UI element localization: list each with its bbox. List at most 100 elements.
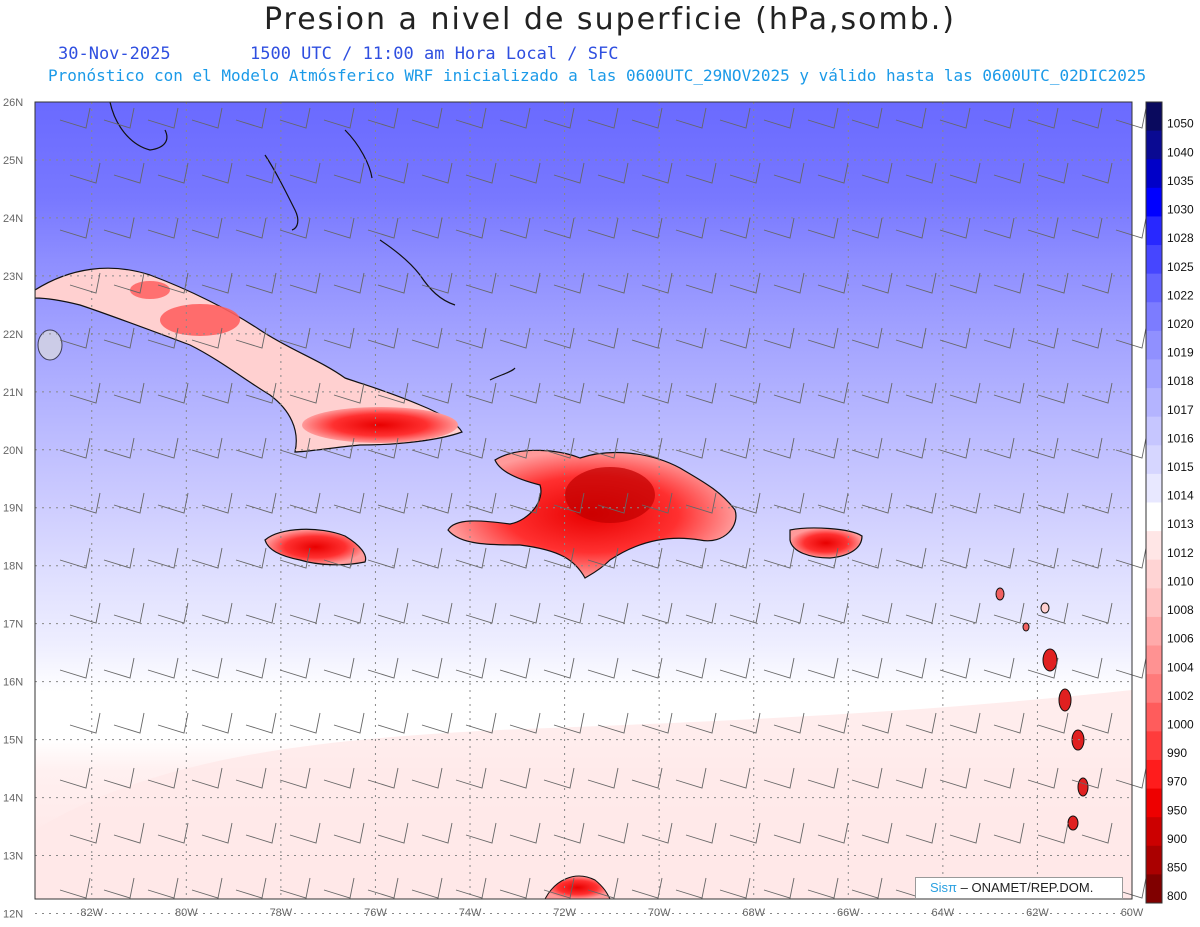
colorbar-label: 1008	[1167, 603, 1194, 617]
wind-barb	[333, 382, 365, 404]
wind-barb	[983, 327, 1015, 349]
wind-barb	[113, 712, 145, 734]
wind-barb	[851, 877, 883, 899]
wind-barb	[817, 382, 849, 404]
wind-barb	[455, 547, 487, 569]
wind-barb	[553, 712, 585, 734]
wind-barb	[157, 162, 189, 184]
colorbar-swatch	[1146, 845, 1162, 875]
wind-barb	[895, 217, 927, 239]
wind-barbs	[59, 107, 1147, 899]
wind-barb	[147, 657, 179, 679]
wind-barb	[641, 712, 673, 734]
lon-label: 68W	[742, 907, 765, 919]
wind-barb	[1071, 107, 1103, 129]
wind-barb	[333, 822, 365, 844]
colorbar-label: 1030	[1167, 203, 1194, 217]
wind-barb	[729, 602, 761, 624]
wind-barb	[861, 822, 893, 844]
colorbar-label: 1035	[1167, 174, 1194, 188]
wind-barb	[333, 602, 365, 624]
colorbar-swatch	[1146, 674, 1162, 704]
wind-barb	[191, 437, 223, 459]
wind-barb	[851, 327, 883, 349]
wind-barb	[103, 327, 135, 349]
wind-barb	[939, 547, 971, 569]
wind-barb	[245, 602, 277, 624]
wind-barb	[289, 162, 321, 184]
wind-barb	[631, 107, 663, 129]
wind-barb	[455, 217, 487, 239]
wind-barb	[465, 382, 497, 404]
lon-label: 60W	[1121, 907, 1144, 919]
wind-barb	[465, 162, 497, 184]
wind-barb	[993, 602, 1025, 624]
wind-barb	[851, 107, 883, 129]
wind-barb	[773, 712, 805, 734]
wind-barb	[631, 547, 663, 569]
lat-label: 20N	[3, 445, 23, 457]
wind-barb	[1071, 437, 1103, 459]
wind-barb	[807, 767, 839, 789]
colorbar-label: 1040	[1167, 145, 1194, 159]
wind-barb	[147, 327, 179, 349]
credit-box: Sisπ – ONAMET/REP.DOM.	[915, 877, 1123, 899]
wind-barb	[553, 162, 585, 184]
lat-label: 16N	[3, 677, 23, 689]
wind-barb	[411, 437, 443, 459]
wind-barb	[773, 822, 805, 844]
wind-barb	[157, 272, 189, 294]
colorbar-swatch	[1146, 473, 1162, 503]
wind-barb	[983, 547, 1015, 569]
colorbar-swatch	[1146, 874, 1162, 904]
wind-barb	[675, 217, 707, 239]
wind-barb	[597, 272, 629, 294]
wind-barb	[455, 767, 487, 789]
colorbar-label: 1016	[1167, 431, 1194, 445]
wind-barb	[719, 657, 751, 679]
wind-barb	[543, 547, 575, 569]
wind-barb	[807, 107, 839, 129]
wind-barb	[157, 712, 189, 734]
wind-barb	[763, 217, 795, 239]
lat-label: 15N	[3, 735, 23, 747]
wind-barb	[719, 877, 751, 899]
wind-barb	[719, 107, 751, 129]
colorbar-label: 1020	[1167, 317, 1194, 331]
wind-barb	[333, 162, 365, 184]
wind-barb	[235, 877, 267, 899]
wind-barb	[983, 437, 1015, 459]
forecast-time: 1500 UTC / 11:00 am Hora Local / SFC	[250, 44, 619, 64]
wind-barb	[543, 217, 575, 239]
wind-barb	[509, 822, 541, 844]
wind-barb	[509, 602, 541, 624]
wind-barb	[191, 327, 223, 349]
wind-barb	[993, 272, 1025, 294]
wind-barb	[773, 162, 805, 184]
wind-barb	[421, 162, 453, 184]
wind-barb	[1071, 327, 1103, 349]
wind-barb	[1115, 657, 1147, 679]
wind-barb	[113, 272, 145, 294]
wind-barb	[807, 547, 839, 569]
wind-barb	[861, 492, 893, 514]
wind-barb	[949, 162, 981, 184]
wind-barb	[983, 767, 1015, 789]
wind-barb	[675, 327, 707, 349]
wind-barb	[147, 767, 179, 789]
wind-barb	[587, 327, 619, 349]
wind-barb	[59, 657, 91, 679]
wind-barb	[59, 547, 91, 569]
wind-barb	[411, 107, 443, 129]
wind-barb	[157, 822, 189, 844]
wind-barb	[729, 492, 761, 514]
wind-barb	[553, 272, 585, 294]
wind-barb	[1071, 657, 1103, 679]
wind-barb	[1115, 437, 1147, 459]
wind-barb	[1037, 492, 1069, 514]
wind-barb	[1115, 877, 1147, 899]
wind-barb	[1037, 382, 1069, 404]
wind-barb	[587, 877, 619, 899]
wind-barb	[993, 162, 1025, 184]
wind-barb	[895, 437, 927, 459]
